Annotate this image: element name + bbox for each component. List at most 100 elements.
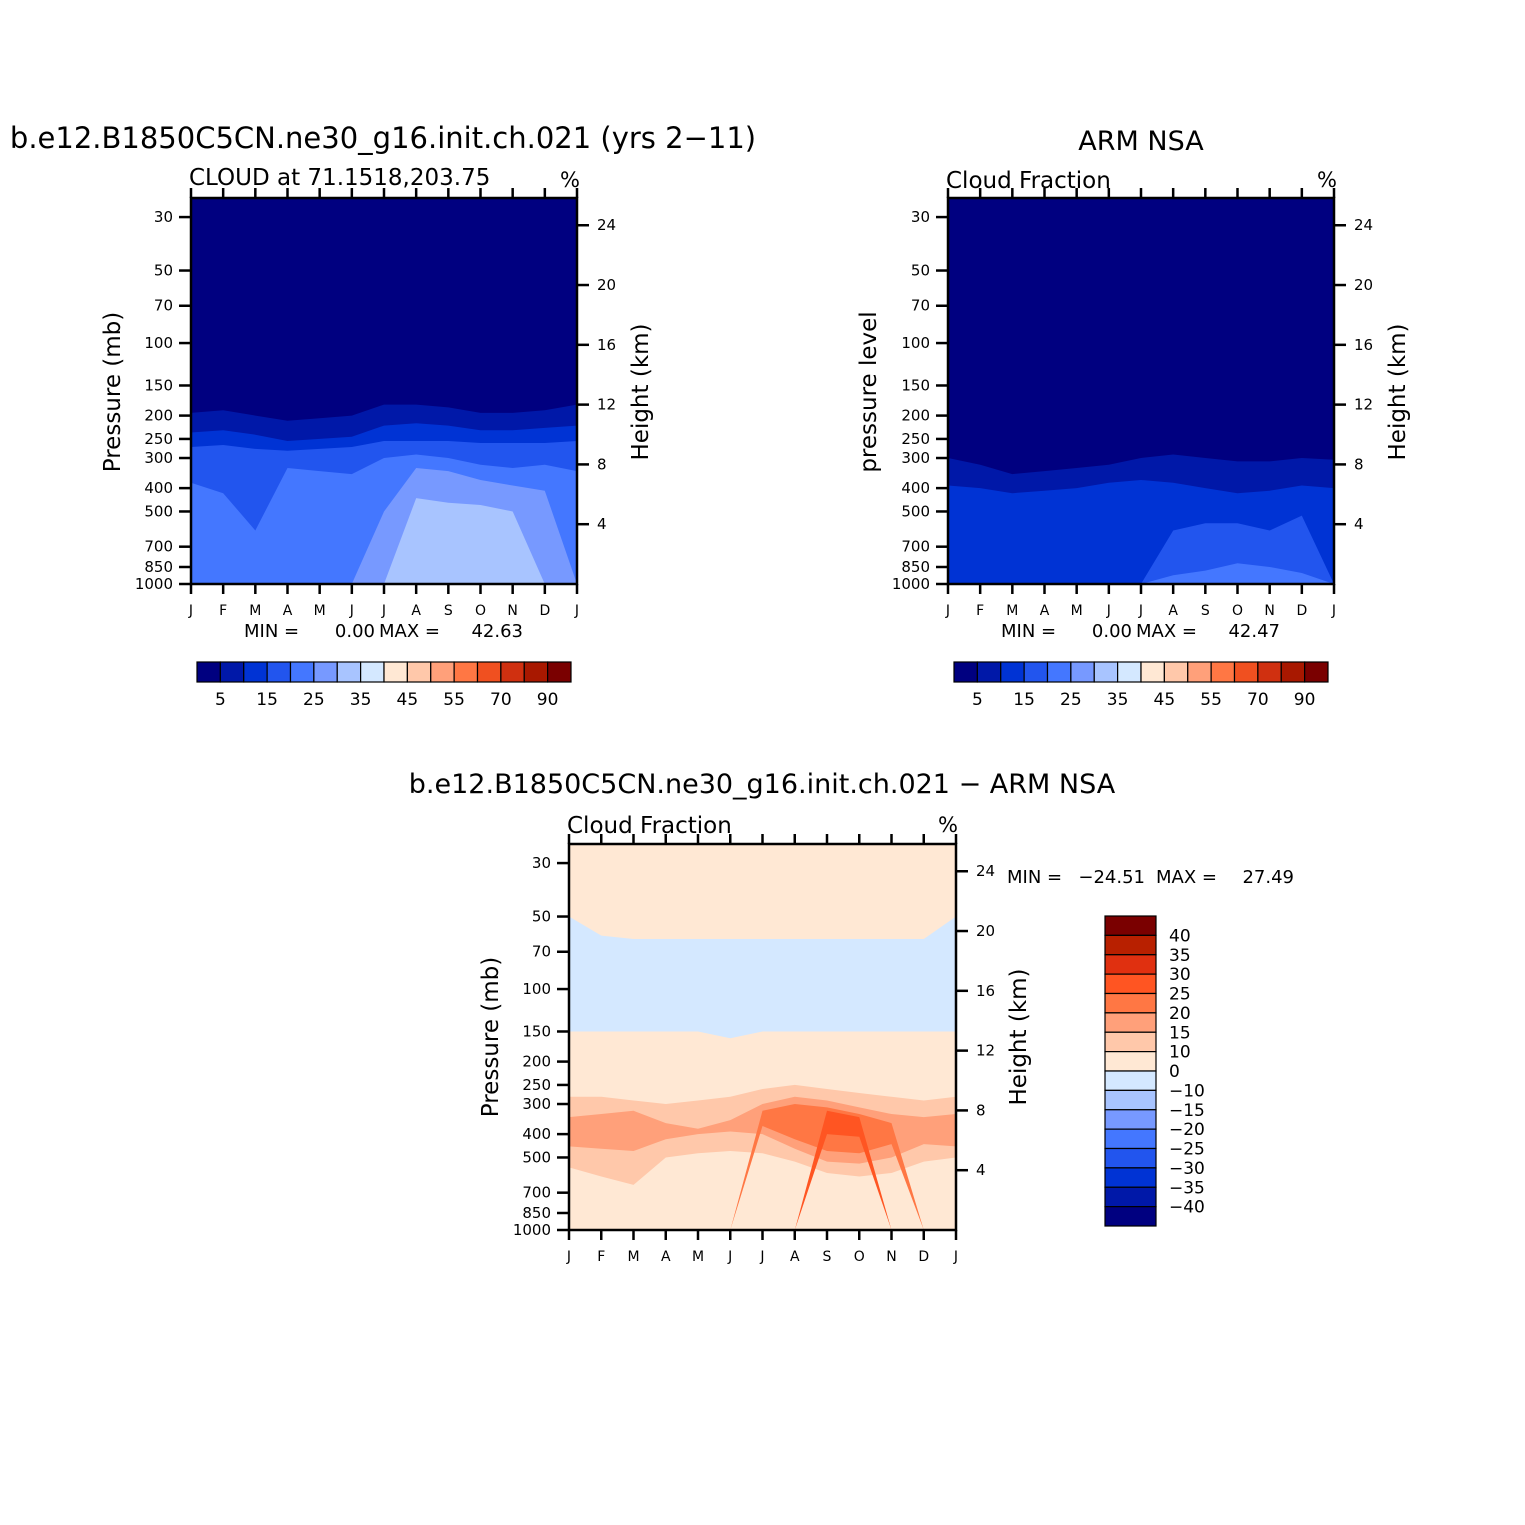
y-tick-label: 250	[901, 430, 930, 448]
colorbar-label: −20	[1169, 1120, 1205, 1140]
y-right-tick-label: 24	[597, 216, 616, 234]
x-tick-label: M	[1006, 603, 1018, 619]
y-tick-label: 700	[522, 1184, 551, 1202]
colorbar-label: 30	[1169, 965, 1191, 985]
y-axis-height-labels: 24 20 16 12 8 4	[597, 216, 616, 533]
colorbar-swatch	[547, 661, 572, 683]
colorbar-swatch	[1104, 934, 1157, 956]
y-tick-label: 500	[144, 502, 173, 520]
colorbar-label: 25	[303, 690, 325, 710]
colorbar-label: 5	[215, 690, 226, 710]
min-value: −24.51	[1078, 867, 1145, 888]
contour-plot	[946, 196, 1336, 586]
x-tick-label: M	[627, 1249, 639, 1265]
y-right-tick-label: 12	[597, 396, 616, 414]
colorbar-swatch	[1104, 1109, 1157, 1130]
colorbar-label: 70	[490, 690, 512, 710]
panel-subtitle: Cloud Fraction	[946, 168, 1111, 194]
colorbar-label: 55	[1200, 690, 1222, 710]
y-axis-title: Pressure (mb)	[100, 312, 126, 472]
x-tick-label: J	[759, 1249, 764, 1265]
colorbar-label: 45	[1154, 690, 1176, 710]
observation-panel: ARM NSA Cloud Fraction % J F M A M J J A S O N D J 3…	[856, 126, 1411, 710]
min-label: MIN =	[1007, 867, 1062, 888]
contour-plot	[189, 196, 579, 586]
colorbar-swatch	[1163, 661, 1189, 683]
y-right-tick-label: 24	[1354, 216, 1373, 234]
colorbar-label: 35	[350, 690, 372, 710]
colorbar-swatch	[196, 661, 221, 683]
y-tick-label: 250	[522, 1076, 551, 1094]
y-tick-label: 400	[901, 479, 930, 497]
panel-subtitle: CLOUD at 71.1518,203.75	[189, 165, 490, 191]
x-tick-label: O	[1232, 603, 1243, 619]
y-right-tick-label: 24	[976, 862, 995, 880]
colorbar-swatch	[1104, 992, 1157, 1014]
colorbar-label: 0	[1169, 1062, 1180, 1082]
colorbar-swatch	[1104, 973, 1157, 995]
y-tick-label: 400	[522, 1125, 551, 1143]
axis-ticks	[179, 188, 589, 594]
colorbar-label: 25	[1060, 690, 1082, 710]
colorbar-label: 40	[1169, 926, 1191, 946]
colorbar-swatch	[1104, 1089, 1157, 1111]
colorbar-swatch	[383, 661, 408, 683]
y-tick-label: 50	[532, 908, 551, 926]
colorbar-swatch	[1070, 661, 1095, 683]
x-tick-label: S	[823, 1249, 832, 1265]
x-tick-label: A	[1040, 603, 1050, 619]
x-tick-label: J	[1106, 603, 1111, 619]
y-axis-right-title: Height (km)	[1385, 323, 1411, 460]
contour-plot	[567, 842, 958, 1232]
x-tick-label: O	[854, 1249, 865, 1265]
x-tick-label: J	[1331, 603, 1336, 619]
y-tick-label: 30	[532, 854, 551, 872]
y-axis-height-labels: 24 20 16 12 8 4	[976, 862, 995, 1179]
x-tick-label: J	[566, 1249, 571, 1265]
colorbar-swatch	[1023, 661, 1049, 683]
colorbar-label: 45	[397, 690, 419, 710]
y-right-tick-label: 12	[1354, 396, 1373, 414]
y-tick-label: 200	[522, 1053, 551, 1071]
y-right-tick-label: 12	[976, 1042, 995, 1060]
x-tick-label: M	[249, 603, 261, 619]
colorbar-swatch	[1104, 1186, 1157, 1208]
x-tick-label: D	[539, 603, 550, 619]
y-tick-label: 1000	[135, 575, 173, 593]
y-tick-label: 100	[901, 334, 930, 352]
y-tick-label: 1000	[513, 1221, 551, 1239]
panel-subtitle: Cloud Fraction	[567, 813, 732, 839]
colorbar: 5 15 25 35 45 55 70 90	[953, 661, 1329, 710]
colorbar-label: −10	[1169, 1081, 1205, 1101]
y-right-tick-label: 4	[976, 1161, 986, 1179]
max-label: MAX =	[379, 621, 440, 642]
contour-band-30	[191, 498, 577, 584]
colorbar-swatch	[289, 661, 315, 683]
x-tick-label: N	[1264, 603, 1274, 619]
y-tick-label: 1000	[892, 575, 930, 593]
colorbar-swatch	[1304, 661, 1329, 683]
y-tick-label: 50	[154, 262, 173, 280]
y-tick-label: 850	[522, 1204, 551, 1222]
colorbar-swatch	[1104, 1012, 1157, 1033]
colorbar-swatch	[1046, 661, 1072, 683]
colorbar-label: −15	[1169, 1101, 1205, 1121]
max-value: 42.63	[471, 621, 523, 642]
units-label: %	[1317, 168, 1337, 192]
colorbar-swatch	[243, 661, 268, 683]
colorbar-swatch	[1257, 661, 1282, 683]
x-tick-label: M	[314, 603, 326, 619]
y-axis-title: Pressure (mb)	[478, 957, 504, 1117]
y-tick-label: 500	[522, 1148, 551, 1166]
colorbar-label: 90	[1294, 690, 1316, 710]
colorbar-swatch	[976, 661, 1002, 683]
y-tick-label: 70	[154, 297, 173, 315]
colorbar-swatch	[360, 661, 385, 683]
y-tick-label: 300	[144, 449, 173, 467]
colorbar-swatch	[1104, 1147, 1157, 1169]
max-value: 27.49	[1242, 867, 1294, 888]
